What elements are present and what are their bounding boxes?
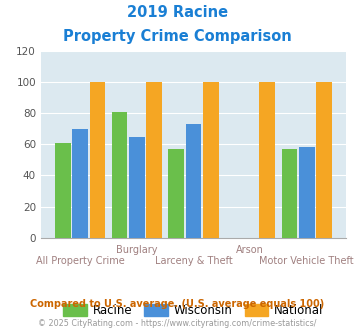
Bar — [316, 82, 332, 238]
Bar — [168, 149, 184, 238]
Text: Property Crime Comparison: Property Crime Comparison — [63, 29, 292, 44]
Text: Motor Vehicle Theft: Motor Vehicle Theft — [260, 256, 354, 266]
Bar — [146, 82, 162, 238]
Text: All Property Crime: All Property Crime — [36, 256, 125, 266]
Bar — [89, 82, 105, 238]
Text: 2019 Racine: 2019 Racine — [127, 5, 228, 20]
Bar — [111, 112, 127, 238]
Text: Compared to U.S. average. (U.S. average equals 100): Compared to U.S. average. (U.S. average … — [31, 299, 324, 309]
Text: Burglary: Burglary — [116, 245, 158, 255]
Bar — [299, 148, 315, 238]
Bar — [129, 137, 145, 238]
Bar — [282, 149, 297, 238]
Bar — [186, 124, 201, 238]
Bar — [260, 82, 275, 238]
Text: © 2025 CityRating.com - https://www.cityrating.com/crime-statistics/: © 2025 CityRating.com - https://www.city… — [38, 319, 317, 328]
Bar — [72, 129, 88, 238]
Bar — [55, 143, 71, 238]
Bar — [203, 82, 219, 238]
Text: Larceny & Theft: Larceny & Theft — [154, 256, 233, 266]
Text: Arson: Arson — [236, 245, 264, 255]
Legend: Racine, Wisconsin, National: Racine, Wisconsin, National — [59, 299, 328, 322]
